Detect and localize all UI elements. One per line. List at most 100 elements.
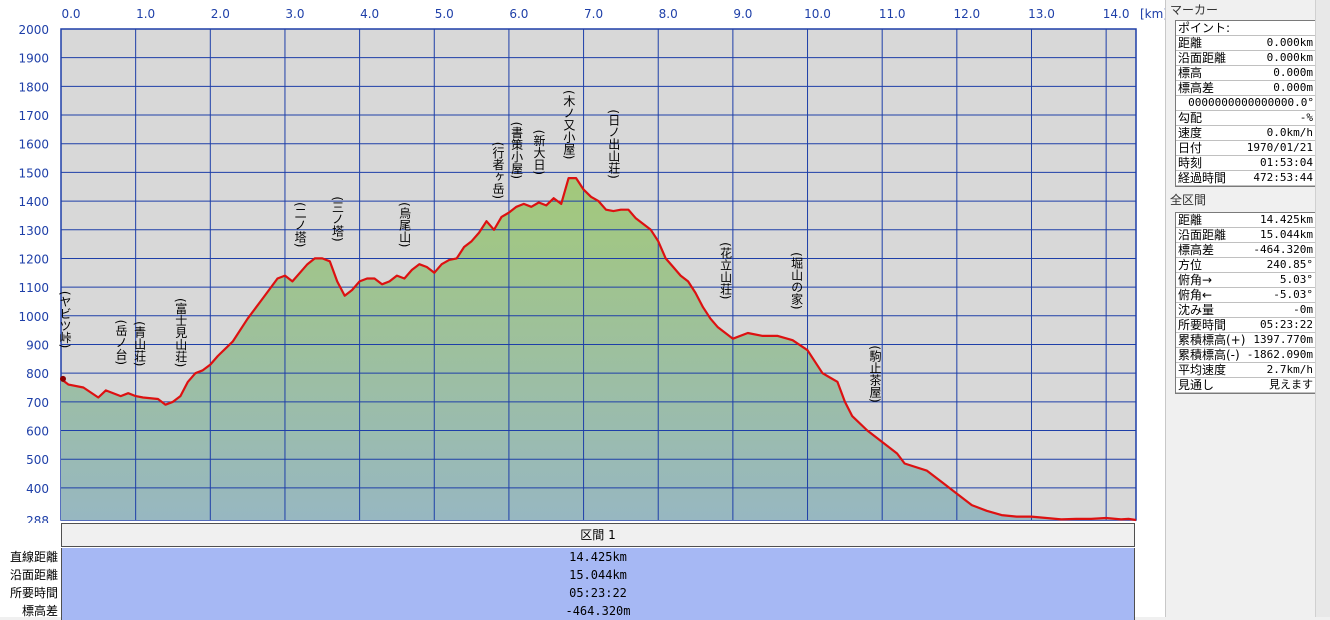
- total-key: 平均速度: [1178, 363, 1227, 377]
- start-marker: [60, 375, 66, 382]
- summary-label: 標高差: [21, 604, 58, 618]
- y-tick-label: 800: [26, 367, 49, 381]
- total-value: 1397.770m: [1253, 333, 1313, 346]
- summary-value: 05:23:22: [61, 584, 1135, 602]
- total-row: 累積標高(+) 1397.770m: [1176, 333, 1316, 348]
- y-tick-label: 900: [26, 338, 49, 352]
- x-tick-label: 3.0: [285, 7, 304, 21]
- marker-key: 経過時間: [1178, 171, 1227, 185]
- total-value: 見えます: [1269, 378, 1313, 391]
- x-tick-label: 8.0: [659, 7, 678, 21]
- total-panel-title: 全区間: [1170, 193, 1207, 207]
- total-row: 標高差 -464.320m: [1176, 243, 1316, 258]
- y-tick-label: 400: [26, 482, 49, 496]
- summary-row: 所要時間 05:23:22: [0, 584, 1165, 602]
- peak-label: (ヤビツ峠): [58, 291, 72, 348]
- x-tick-label: 12.0: [953, 7, 980, 21]
- x-tick-label: 13.0: [1028, 7, 1055, 21]
- marker-table: ポイント: 距離 0.000km 沿面距離 0.000km 標高 0.000m 標高差 0.0…: [1175, 20, 1317, 187]
- panel-scrollbar[interactable]: [1315, 0, 1330, 617]
- y-tick-label: 2000: [18, 23, 49, 37]
- marker-value: -%: [1299, 111, 1313, 124]
- elevation-chart[interactable]: 2000 1900 1800 1700 1600 1500 1400 1300 1200 1100…: [0, 0, 1165, 617]
- total-row: 俯角→ 5.03°: [1176, 273, 1316, 288]
- total-key: 累積標高(-): [1178, 348, 1240, 362]
- total-row: 平均速度 2.7km/h: [1176, 363, 1316, 378]
- total-value: -0m: [1293, 303, 1313, 316]
- y-tick-label: 1900: [18, 52, 49, 66]
- marker-key: 標高差: [1178, 81, 1215, 95]
- x-tick-label: 2.0: [211, 7, 230, 21]
- total-value: 05:23:22: [1260, 318, 1313, 331]
- peak-label: (行者ヶ岳): [491, 142, 505, 199]
- x-tick-label: 9.0: [733, 7, 752, 21]
- marker-value: 0000000000000000.0°: [1188, 96, 1314, 109]
- marker-value: 0.0km/h: [1266, 126, 1313, 139]
- marker-key: 速度: [1178, 126, 1203, 140]
- total-row: 沈み量 -0m: [1176, 303, 1316, 318]
- peak-label: (青山荘): [133, 321, 147, 366]
- peak-label: (駒止茶屋): [868, 345, 882, 402]
- peak-label: (日ノ出山荘): [607, 109, 621, 178]
- summary-row: 直線距離 14.425km: [0, 548, 1165, 566]
- marker-value: 0.000km: [1266, 51, 1313, 64]
- x-tick-label: 10.0: [804, 7, 831, 21]
- total-row: 距離 14.425km: [1176, 213, 1316, 228]
- x-tick-label: 5.0: [435, 7, 454, 21]
- peak-label: (堀山の家): [790, 252, 804, 309]
- summary-value: 14.425km: [61, 548, 1135, 566]
- x-tick-label: 14.0: [1103, 7, 1130, 21]
- elevation-chart-svg[interactable]: 2000 1900 1800 1700 1600 1500 1400 1300 1200 1100…: [0, 0, 1165, 523]
- marker-row: 経過時間 472:53:44: [1176, 171, 1316, 186]
- x-tick-label: 11.0: [879, 7, 906, 21]
- total-key: 見通し: [1178, 378, 1215, 392]
- marker-value: 472:53:44: [1253, 171, 1313, 184]
- y-tick-label: 700: [26, 396, 49, 410]
- y-tick-label: 1100: [18, 281, 49, 295]
- total-key: 俯角→: [1178, 273, 1213, 287]
- y-tick-label: 1700: [18, 109, 49, 123]
- info-panel: マーカー ポイント: 距離 0.000km 沿面距離 0.000km 標高 0.000m 標…: [1165, 0, 1330, 617]
- elevation-line: [60, 177, 1137, 522]
- marker-point-title: ポイント:: [1178, 21, 1231, 35]
- marker-panel-title: マーカー: [1170, 3, 1219, 17]
- y-tick-label: 1500: [18, 166, 49, 180]
- section-header[interactable]: 区間 1: [61, 523, 1135, 547]
- marker-value: 0.000m: [1273, 81, 1313, 94]
- marker-row: 勾配 -%: [1176, 111, 1316, 126]
- summary-row: 標高差 -464.320m: [0, 602, 1165, 620]
- marker-value: 0.000m: [1273, 66, 1313, 79]
- marker-point-title-row: ポイント:: [1176, 21, 1316, 36]
- total-key: 標高差: [1178, 243, 1215, 257]
- summary-label: 直線距離: [9, 550, 58, 564]
- x-tick-label: 0.0: [61, 7, 80, 21]
- y-tick-label: 1300: [18, 224, 49, 238]
- marker-key: 標高: [1178, 66, 1203, 80]
- section-summary: 区間 1 直線距離 14.425km 沿面距離 15.044km 所要時間 05…: [0, 523, 1165, 620]
- y-tick-label: 600: [26, 425, 49, 439]
- marker-key: 沿面距離: [1178, 51, 1227, 65]
- summary-label: 沿面距離: [9, 568, 58, 582]
- total-key: 距離: [1178, 213, 1203, 227]
- marker-value: 1970/01/21: [1246, 141, 1313, 154]
- marker-row: 標高 0.000m: [1176, 66, 1316, 81]
- marker-value: 0.000km: [1266, 36, 1313, 49]
- marker-row: 沿面距離 0.000km: [1176, 51, 1316, 66]
- marker-row: 標高差 0.000m: [1176, 81, 1316, 96]
- total-row: 沿面距離 15.044km: [1176, 228, 1316, 243]
- x-tick-label: 6.0: [509, 7, 528, 21]
- marker-row: 日付 1970/01/21: [1176, 141, 1316, 156]
- total-value: 5.03°: [1279, 273, 1313, 286]
- y-tick-label: 500: [26, 453, 49, 467]
- total-value: 14.425km: [1260, 213, 1313, 226]
- y-tick-label: 288: [26, 514, 49, 523]
- peak-label: (二ノ塔): [293, 202, 307, 247]
- summary-value: -464.320m: [61, 602, 1135, 620]
- y-tick-label: 1200: [18, 252, 49, 266]
- marker-row: 0000000000000000.0°: [1176, 96, 1316, 111]
- total-table: 距離 14.425km 沿面距離 15.044km 標高差 -464.320m 方位 240.…: [1175, 212, 1317, 394]
- total-row: 所要時間 05:23:22: [1176, 318, 1316, 333]
- total-key: 所要時間: [1178, 318, 1227, 332]
- marker-row: 速度 0.0km/h: [1176, 126, 1316, 141]
- peak-label: (烏尾山): [398, 202, 412, 247]
